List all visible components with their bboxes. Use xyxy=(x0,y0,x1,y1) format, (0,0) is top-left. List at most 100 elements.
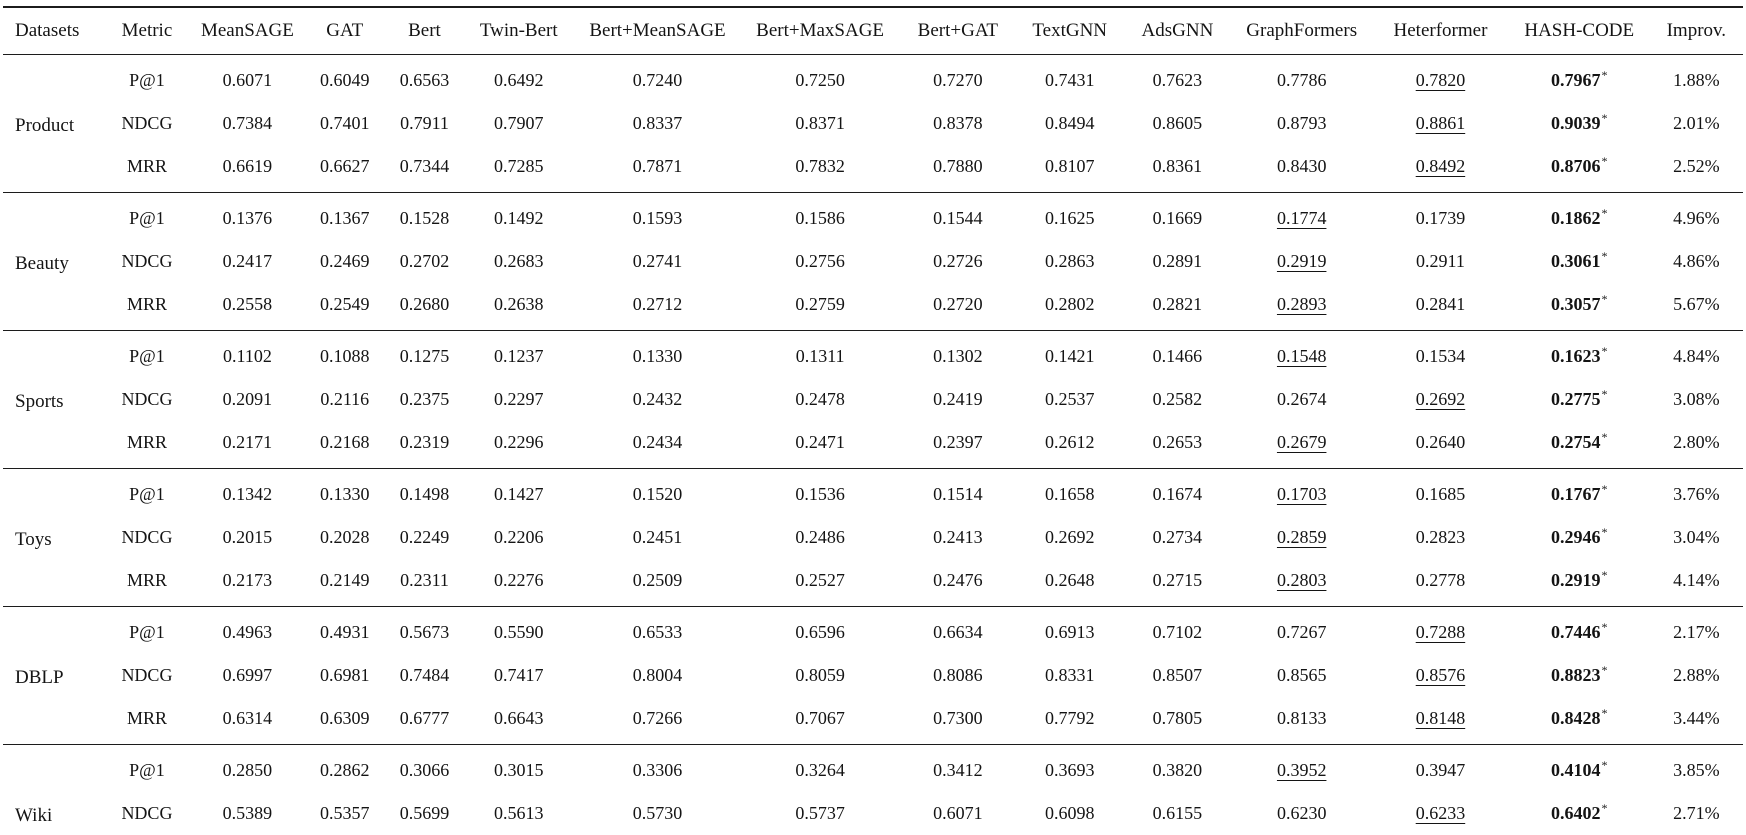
value: 0.1427 xyxy=(493,484,544,504)
value-cell: 0.2476 xyxy=(900,559,1016,607)
value: 0.6049 xyxy=(320,70,370,90)
value-cell: 0.1586 xyxy=(740,192,900,240)
second-best-value: 0.2692 xyxy=(1415,389,1466,409)
value-cell: 0.7288 xyxy=(1372,606,1509,654)
value-cell: 0.1528 xyxy=(386,192,463,240)
best-value: 0.8428 xyxy=(1550,708,1601,728)
best-value-cell: 0.9039* xyxy=(1509,102,1650,145)
table-row-sports-ndcg: NDCG 0.2091 0.2116 0.2375 0.2297 0.2432 0.2478… xyxy=(3,378,1743,421)
best-value-cell: 0.2919* xyxy=(1509,559,1650,607)
value: 0.8378 xyxy=(933,113,983,133)
value: 0.2249 xyxy=(399,527,450,547)
metric-cell: NDCG xyxy=(121,113,173,133)
table-row-product-ndcg: NDCG 0.7384 0.7401 0.7911 0.7907 0.8337 0.8371… xyxy=(3,102,1743,145)
significance-asterisk: * xyxy=(1601,706,1608,720)
value: 0.2149 xyxy=(320,570,370,590)
best-value: 0.2919 xyxy=(1550,570,1601,590)
col-header-metric: Metric xyxy=(102,7,192,55)
best-value: 0.2775 xyxy=(1550,389,1601,409)
value-cell: 0.1421 xyxy=(1015,330,1124,378)
value-cell: 0.2419 xyxy=(900,378,1016,421)
value: 0.2375 xyxy=(399,389,450,409)
value-cell: 0.3264 xyxy=(740,744,900,792)
metric-cell: MRR xyxy=(126,708,167,728)
value: 0.1376 xyxy=(222,208,273,228)
value-cell: 0.7344 xyxy=(386,145,463,193)
significance-asterisk: * xyxy=(1601,249,1608,263)
value-cell: 0.8337 xyxy=(575,102,741,145)
best-value-cell: 0.7967* xyxy=(1508,54,1650,102)
value: 0.5357 xyxy=(320,803,370,823)
value: 0.1275 xyxy=(399,346,450,366)
table-row-sports-p-1: Sports P@1 0.1102 0.1088 0.1275 0.1237 0.1330 0… xyxy=(3,330,1743,469)
value: 0.6492 xyxy=(493,70,544,90)
value: 0.2715 xyxy=(1152,570,1203,590)
table-row-toys-ndcg: NDCG 0.2015 0.2028 0.2249 0.2206 0.2451 0.2486… xyxy=(3,516,1743,559)
value-cell: 0.7250 xyxy=(740,54,900,102)
metric-cell: NDCG xyxy=(121,251,173,271)
dataset-cell: DBLP xyxy=(3,606,103,745)
value: 0.2471 xyxy=(795,432,845,452)
significance-asterisk: * xyxy=(1601,663,1608,677)
value-cell: 0.8565 xyxy=(1231,654,1372,697)
value-cell: 0.6533 xyxy=(574,606,741,654)
best-value: 0.2754 xyxy=(1550,432,1601,452)
improv-cell: 2.01% xyxy=(1673,113,1720,133)
value-cell: 0.3693 xyxy=(1015,744,1124,792)
value-cell: 0.2417 xyxy=(191,240,303,283)
value: 0.2720 xyxy=(933,294,983,314)
value: 0.7401 xyxy=(320,113,370,133)
value-cell: 0.8059 xyxy=(740,654,900,697)
value-cell: 0.6492 xyxy=(462,54,575,102)
improv-cell: 3.04% xyxy=(1673,527,1720,547)
value: 0.5590 xyxy=(493,622,544,642)
best-value-cell: 0.7446* xyxy=(1508,606,1650,654)
col-header-bert: Bert xyxy=(386,7,463,55)
value: 0.7344 xyxy=(399,156,450,176)
value-cell: 0.2434 xyxy=(575,421,741,469)
value-cell: 0.1102 xyxy=(191,330,304,378)
best-value-cell: 0.8428* xyxy=(1509,697,1650,745)
value: 0.2478 xyxy=(795,389,845,409)
value-cell: 0.6777 xyxy=(386,697,463,745)
value-cell: 0.1498 xyxy=(386,468,463,516)
value: 0.1536 xyxy=(795,484,845,504)
second-best-value: 0.8148 xyxy=(1415,708,1466,728)
col-header-meansage: MeanSAGE xyxy=(191,7,304,55)
value-cell: 0.3820 xyxy=(1123,744,1232,792)
value-cell: 0.2015 xyxy=(191,516,303,559)
value: 0.6634 xyxy=(933,622,983,642)
value: 0.7907 xyxy=(493,113,544,133)
value-cell: 0.5673 xyxy=(386,606,463,654)
value: 0.1237 xyxy=(493,346,544,366)
value-cell: 0.7417 xyxy=(463,654,575,697)
improv-cell: 4.86% xyxy=(1673,251,1720,271)
value-cell: 0.2558 xyxy=(191,283,303,331)
value-cell: 0.7907 xyxy=(463,102,575,145)
col-header-bert-meansage: Bert+MeanSAGE xyxy=(574,7,741,55)
value: 0.6563 xyxy=(399,70,450,90)
improv-cell: 3.44% xyxy=(1673,708,1720,728)
value: 0.7266 xyxy=(632,708,683,728)
value-cell: 0.1376 xyxy=(191,192,304,240)
value: 0.8361 xyxy=(1152,156,1203,176)
improv-cell: 2.17% xyxy=(1649,606,1743,654)
second-best-value: 0.2679 xyxy=(1276,432,1327,452)
value-cell: 0.7266 xyxy=(575,697,741,745)
value: 0.6314 xyxy=(222,708,273,728)
value: 0.2171 xyxy=(222,432,273,452)
value: 0.2759 xyxy=(795,294,845,314)
value: 0.1421 xyxy=(1044,346,1095,366)
value-cell: 0.3952 xyxy=(1231,744,1373,792)
value: 0.2674 xyxy=(1276,389,1327,409)
value: 0.6627 xyxy=(320,156,370,176)
value: 0.7484 xyxy=(399,665,450,685)
value-cell: 0.8507 xyxy=(1124,654,1232,697)
best-value: 0.1767 xyxy=(1550,484,1601,504)
value-cell: 0.1703 xyxy=(1231,468,1373,516)
value-cell: 0.4963 xyxy=(191,606,304,654)
value-cell: 0.2537 xyxy=(1016,378,1124,421)
value-cell: 0.3066 xyxy=(386,744,463,792)
value-cell: 0.6634 xyxy=(899,606,1016,654)
value-cell: 0.8378 xyxy=(900,102,1016,145)
